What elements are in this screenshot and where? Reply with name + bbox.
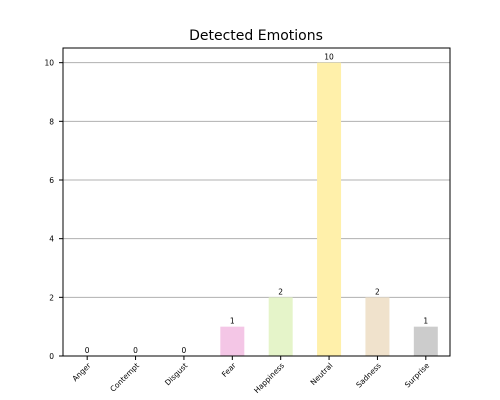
x-axis-ticks: Anger Contempt Disgust Fear Happiness Neutral… (70, 356, 431, 395)
x-tick-label: Sadness (354, 361, 383, 390)
bar-fear (220, 326, 245, 356)
data-label: 2 (278, 287, 283, 296)
data-label: 10 (324, 53, 334, 62)
bar-neutral (317, 62, 342, 357)
bar-happiness (268, 297, 293, 356)
chart-title: Detected Emotions (189, 28, 323, 44)
y-tick-label: 8 (49, 117, 54, 126)
y-tick-label: 4 (49, 235, 54, 244)
x-tick-label: Surprise (403, 361, 432, 390)
x-tick-label: Contempt (108, 361, 141, 394)
x-tick-label: Anger (70, 360, 93, 383)
bars (220, 62, 438, 357)
x-tick-label: Disgust (163, 361, 189, 387)
data-label: 1 (423, 317, 428, 326)
y-tick-label: 2 (49, 293, 54, 302)
bar-sadness (365, 297, 390, 356)
x-tick-label: Neutral (309, 361, 335, 387)
y-tick-label: 6 (49, 176, 54, 185)
x-tick-label: Fear (220, 360, 238, 378)
data-label: 2 (375, 287, 380, 296)
data-labels: 0 0 0 1 2 10 2 1 (85, 53, 429, 355)
y-tick-label: 0 (49, 352, 54, 361)
y-axis-ticks: 0 2 4 6 8 10 (44, 59, 63, 361)
plot-frame (62, 47, 451, 357)
data-label: 0 (182, 346, 187, 355)
y-tick-label: 10 (44, 59, 54, 68)
bar-surprise (413, 326, 438, 356)
x-tick-label: Happiness (252, 361, 286, 395)
data-label: 0 (133, 346, 138, 355)
data-label: 1 (230, 317, 235, 326)
data-label: 0 (85, 346, 90, 355)
grid-lines (63, 62, 450, 357)
